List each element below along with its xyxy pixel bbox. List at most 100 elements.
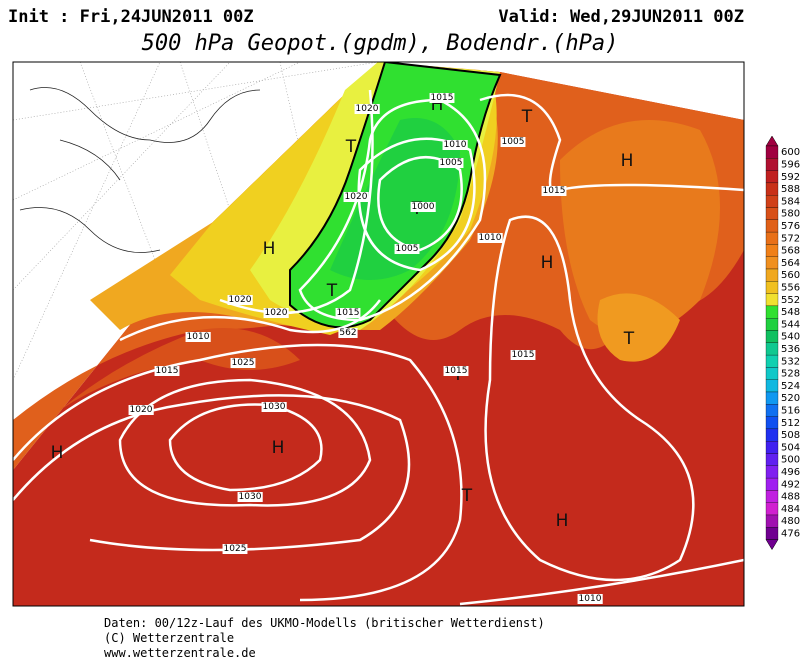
footer-source: Daten: 00/12z-Lauf des UKMO-Modells (bri… <box>104 616 545 630</box>
colorbar-swatch <box>765 404 779 417</box>
colorbar-swatch <box>765 465 779 479</box>
colorbar-label: 592 <box>781 172 800 183</box>
map-labels: HTHTTHTHTTHHTH10201015100510101005101510… <box>51 93 635 604</box>
isobar-label-bg <box>577 594 603 604</box>
coastline <box>19 87 261 253</box>
isobar-label-bg <box>510 350 536 360</box>
colorbar-swatch <box>765 182 779 196</box>
pressure-center: H <box>541 253 554 273</box>
isobar-label: 1010 <box>479 233 502 243</box>
pressure-center: H <box>621 151 634 171</box>
isobar-label: 1015 <box>431 93 454 103</box>
pressure-center: T <box>623 329 635 349</box>
isobar-label: 1005 <box>502 137 525 147</box>
colorbar-swatch <box>765 268 779 282</box>
colorbar-label: 548 <box>781 307 800 318</box>
isobar-label: 1015 <box>512 350 535 360</box>
isobar-label: 1030 <box>263 402 286 412</box>
isobar-label-bg <box>410 202 436 212</box>
colorbar-label: 552 <box>781 295 800 306</box>
colorbar-swatch <box>765 293 779 307</box>
isobar-label: 1010 <box>187 332 210 342</box>
colorbar-label: 488 <box>781 492 800 503</box>
colorbar-swatch <box>765 195 779 208</box>
colorbar-swatch <box>765 490 779 503</box>
colorbar-label: 576 <box>781 221 800 232</box>
isobar-label: 1015 <box>337 308 360 318</box>
colorbar-label: 560 <box>781 270 800 281</box>
colorbar-swatch <box>765 158 779 171</box>
isobar-label-bg <box>227 295 253 305</box>
isobar-label: 1005 <box>440 158 463 168</box>
isobar-label-bg <box>237 492 263 502</box>
colorbar-swatch <box>765 330 779 343</box>
pressure-center: T <box>326 281 338 301</box>
pressure-center: T <box>461 486 473 506</box>
isobar-label-bg <box>477 233 503 243</box>
colorbar-label: 492 <box>781 479 800 490</box>
valid-time: Valid: Wed,29JUN2011 00Z <box>498 7 744 27</box>
isobar-label-bg <box>261 402 287 412</box>
isobar-label: 1025 <box>224 544 247 554</box>
isobar-label-bg <box>443 366 469 376</box>
pressure-center: T <box>345 137 357 157</box>
isobar-label-bg <box>263 308 289 318</box>
colorbar-swatch <box>765 305 779 319</box>
colorbar-swatch <box>765 244 779 257</box>
colorbar-label: 568 <box>781 246 800 257</box>
colorbar-swatch <box>765 416 779 430</box>
colorbar-label: 480 <box>781 516 800 527</box>
colorbar-label: 584 <box>781 196 800 207</box>
colorbar-label: 536 <box>781 344 800 355</box>
colorbar-label: 484 <box>781 504 800 515</box>
pressure-center: H <box>51 443 64 463</box>
colorbar-swatch <box>765 502 779 516</box>
colorbar-swatch <box>765 219 779 233</box>
colorbar-label: 588 <box>781 184 800 195</box>
isobar-label-bg <box>394 244 420 254</box>
init-time: Init : Fri,24JUN2011 00Z <box>8 7 254 27</box>
colorbar-swatch <box>765 170 779 184</box>
field-east <box>560 120 720 336</box>
colorbar-label: 532 <box>781 356 800 367</box>
isobars <box>13 89 744 606</box>
isobar-label-bg <box>343 192 369 202</box>
colorbar-label: 580 <box>781 209 800 220</box>
isobar-label: 1010 <box>579 594 602 604</box>
map-frame <box>12 61 745 607</box>
isobar-label: 1015 <box>445 366 468 376</box>
colorbar-swatch <box>765 367 779 380</box>
colorbar-swatch <box>765 379 779 393</box>
colorbar-label: 596 <box>781 159 800 170</box>
colorbar-label: 476 <box>781 528 800 539</box>
colorbar-swatch <box>765 342 779 356</box>
isobar-label-bg <box>230 358 256 368</box>
colorbar: 6005965925885845805765725685645605565525… <box>765 135 800 551</box>
isobar-label-bg <box>128 405 154 415</box>
isobar-label: 1000 <box>412 202 435 212</box>
colorbar-label: 556 <box>781 282 800 293</box>
isobar-label-bg <box>438 158 464 168</box>
colorbar-swatch <box>765 354 779 368</box>
colorbar-swatch <box>765 256 779 270</box>
colorbar-swatch <box>765 281 779 294</box>
isobar-label: 1020 <box>356 104 379 114</box>
colorbar-cap-top <box>765 135 779 147</box>
isobar-label-bg <box>222 544 248 554</box>
colorbar-label: 540 <box>781 332 800 343</box>
colorbar-swatch <box>765 441 779 454</box>
colorbar-label: 528 <box>781 369 800 380</box>
colorbar-label: 520 <box>781 393 800 404</box>
colorbar-swatch <box>765 527 779 540</box>
isobar-label: 1015 <box>156 366 179 376</box>
colorbar-swatch <box>765 207 779 220</box>
colorbar-label: 496 <box>781 467 800 478</box>
isobar-label-bg <box>185 332 211 342</box>
isobar-label: 1020 <box>345 192 368 202</box>
colorbar-label: 572 <box>781 233 800 244</box>
isobar-label-bg <box>429 93 455 103</box>
isobar-label: 1030 <box>239 492 262 502</box>
isobar-label: 1025 <box>232 358 255 368</box>
colorbar-label: 544 <box>781 319 800 330</box>
